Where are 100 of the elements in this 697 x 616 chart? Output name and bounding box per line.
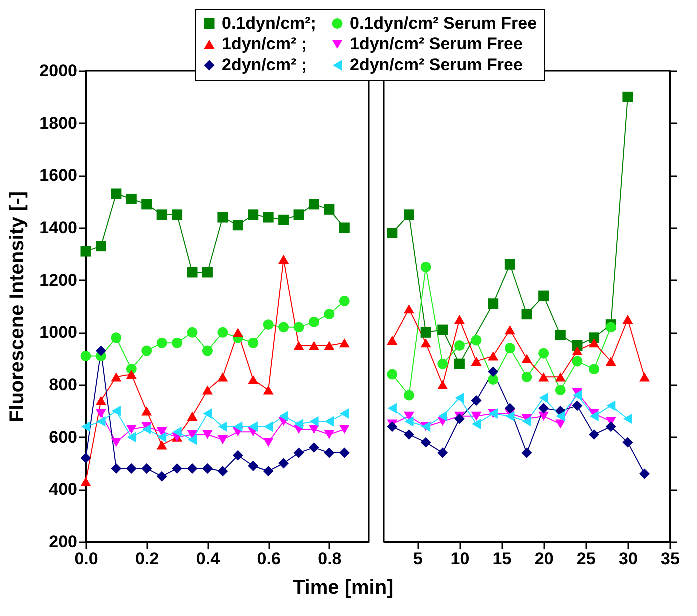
point [294, 322, 304, 333]
point [263, 386, 274, 395]
point [324, 430, 335, 440]
point [294, 341, 304, 350]
legend-label: 2dyn/cm² Serum Free [350, 56, 523, 74]
point [263, 466, 274, 477]
point [248, 460, 259, 472]
point [640, 468, 650, 480]
point [172, 210, 183, 220]
point [142, 406, 152, 416]
point [420, 262, 432, 272]
point [420, 437, 432, 448]
y-tick-label: 1000 [40, 323, 78, 342]
point [488, 374, 499, 385]
point [606, 322, 616, 333]
point [278, 214, 290, 226]
point [324, 341, 335, 350]
y-tick-label: 600 [49, 428, 78, 447]
legend-label: 0.1dyn/cm²; [222, 14, 316, 33]
point [504, 326, 516, 335]
y-tick-label: 1800 [40, 114, 78, 133]
point [622, 437, 634, 448]
point [248, 210, 259, 220]
point [623, 414, 632, 424]
point [187, 430, 198, 440]
point [606, 356, 616, 366]
point [438, 358, 448, 370]
point [339, 338, 350, 348]
point [127, 432, 136, 443]
y-tick-label: 2000 [40, 62, 78, 80]
x-tick-label: 25 [576, 550, 596, 568]
point [438, 411, 448, 422]
point [234, 422, 243, 432]
point [504, 403, 516, 414]
point [420, 338, 432, 348]
point [156, 338, 168, 348]
point [80, 477, 92, 486]
point [156, 471, 168, 482]
point [339, 448, 350, 458]
point [264, 422, 274, 432]
point [538, 348, 550, 359]
point [555, 385, 566, 396]
x-tick-label: 0.0 [74, 550, 98, 568]
point [172, 463, 183, 474]
x-tick-label: 0.4 [196, 550, 221, 568]
point [324, 416, 334, 427]
y-tick-label: 1400 [40, 218, 78, 238]
point [454, 414, 465, 424]
point [142, 199, 152, 210]
x-tick-label: 30 [618, 550, 638, 568]
point [111, 438, 122, 448]
point [504, 259, 516, 270]
point [404, 304, 414, 314]
point [404, 210, 414, 220]
point [172, 426, 182, 438]
point [308, 199, 320, 210]
x-tick-label: 0.8 [318, 550, 342, 568]
point [158, 432, 167, 443]
point [232, 450, 244, 461]
point [572, 356, 583, 367]
point [471, 395, 482, 406]
y-tick-label: 400 [49, 480, 78, 500]
point [555, 330, 566, 341]
point [232, 220, 244, 231]
point [538, 290, 550, 302]
point [218, 212, 228, 223]
point [488, 366, 499, 378]
point [202, 430, 213, 440]
point [308, 341, 320, 350]
point [471, 356, 482, 366]
point [218, 466, 228, 477]
point [339, 222, 350, 234]
point [339, 424, 350, 434]
x-tick-label: 35 [661, 550, 680, 568]
point [142, 424, 152, 435]
point [522, 372, 532, 382]
point [187, 463, 198, 474]
legend-label: 2dyn/cm² ; [222, 56, 308, 74]
point [640, 372, 650, 382]
point [572, 390, 582, 401]
point [555, 372, 566, 382]
point [96, 416, 106, 427]
point [156, 428, 168, 437]
point [556, 411, 566, 422]
point [187, 327, 198, 338]
point [187, 412, 198, 421]
point [294, 210, 304, 220]
point [606, 400, 616, 412]
point [572, 400, 583, 412]
point [324, 204, 335, 215]
point [81, 422, 91, 432]
point [539, 392, 548, 404]
point [538, 403, 550, 414]
point [404, 429, 414, 440]
point [572, 346, 583, 356]
point [218, 422, 228, 432]
point [471, 412, 482, 421]
point [248, 338, 259, 348]
x-tick-label: 0.2 [136, 550, 160, 568]
point [80, 246, 92, 257]
